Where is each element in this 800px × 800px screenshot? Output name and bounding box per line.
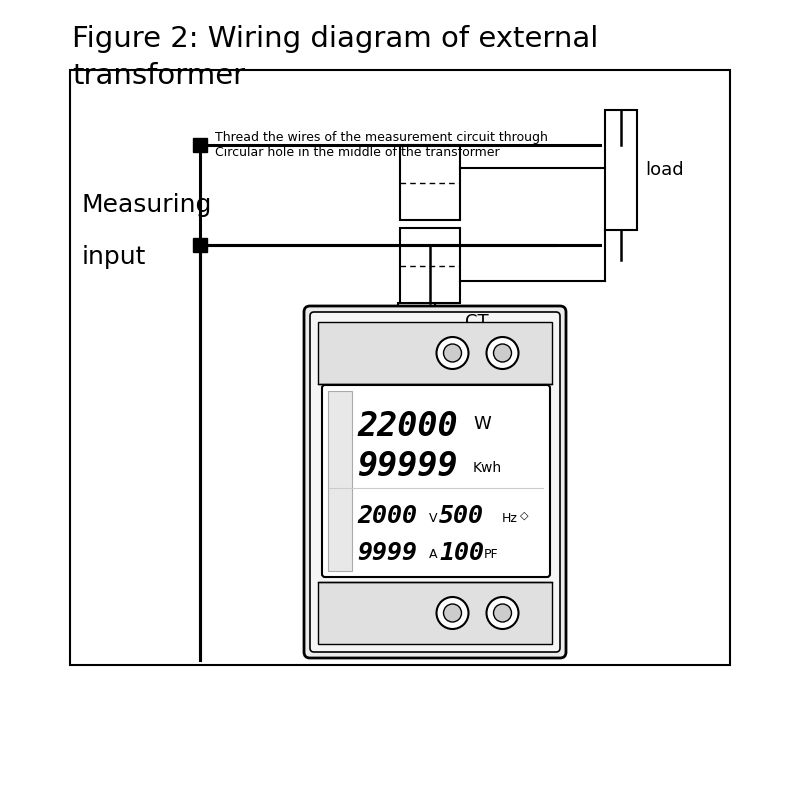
Circle shape	[437, 597, 469, 629]
FancyBboxPatch shape	[310, 312, 560, 652]
Bar	[400, 228, 460, 303]
Circle shape	[443, 344, 462, 362]
Text: input: input	[82, 245, 146, 269]
Text: CT: CT	[465, 313, 489, 331]
Bar	[328, 391, 352, 571]
Circle shape	[437, 337, 469, 369]
Bar	[193, 238, 207, 252]
Text: 22000: 22000	[357, 410, 458, 442]
Bar	[318, 322, 552, 384]
Text: Kwh: Kwh	[473, 461, 502, 475]
Text: Circular hole in the middle of the transformer: Circular hole in the middle of the trans…	[215, 146, 500, 159]
Text: A: A	[429, 549, 438, 562]
Bar	[318, 582, 552, 644]
Bar	[193, 138, 207, 152]
FancyBboxPatch shape	[304, 306, 566, 658]
Text: 500: 500	[439, 504, 484, 528]
Text: transformer: transformer	[72, 62, 245, 90]
Text: Thread the wires of the measurement circuit through: Thread the wires of the measurement circ…	[215, 130, 548, 143]
Circle shape	[494, 344, 511, 362]
Bar	[70, 70, 730, 665]
Text: 100: 100	[439, 541, 484, 565]
Circle shape	[486, 597, 518, 629]
Circle shape	[494, 604, 511, 622]
Text: Measuring: Measuring	[82, 193, 212, 217]
Text: Hz: Hz	[502, 511, 518, 525]
FancyBboxPatch shape	[322, 385, 550, 577]
Text: ◇: ◇	[520, 511, 529, 521]
Text: Figure 2: Wiring diagram of external: Figure 2: Wiring diagram of external	[72, 25, 598, 53]
Text: 2000: 2000	[357, 504, 417, 528]
Text: V: V	[429, 511, 438, 525]
Text: 99999: 99999	[357, 450, 458, 482]
Bar	[605, 110, 637, 230]
Bar	[400, 145, 460, 220]
Text: 9999: 9999	[357, 541, 417, 565]
Text: W: W	[473, 415, 490, 433]
Text: PF: PF	[484, 549, 498, 562]
Text: load: load	[645, 161, 684, 179]
Circle shape	[443, 604, 462, 622]
Circle shape	[486, 337, 518, 369]
